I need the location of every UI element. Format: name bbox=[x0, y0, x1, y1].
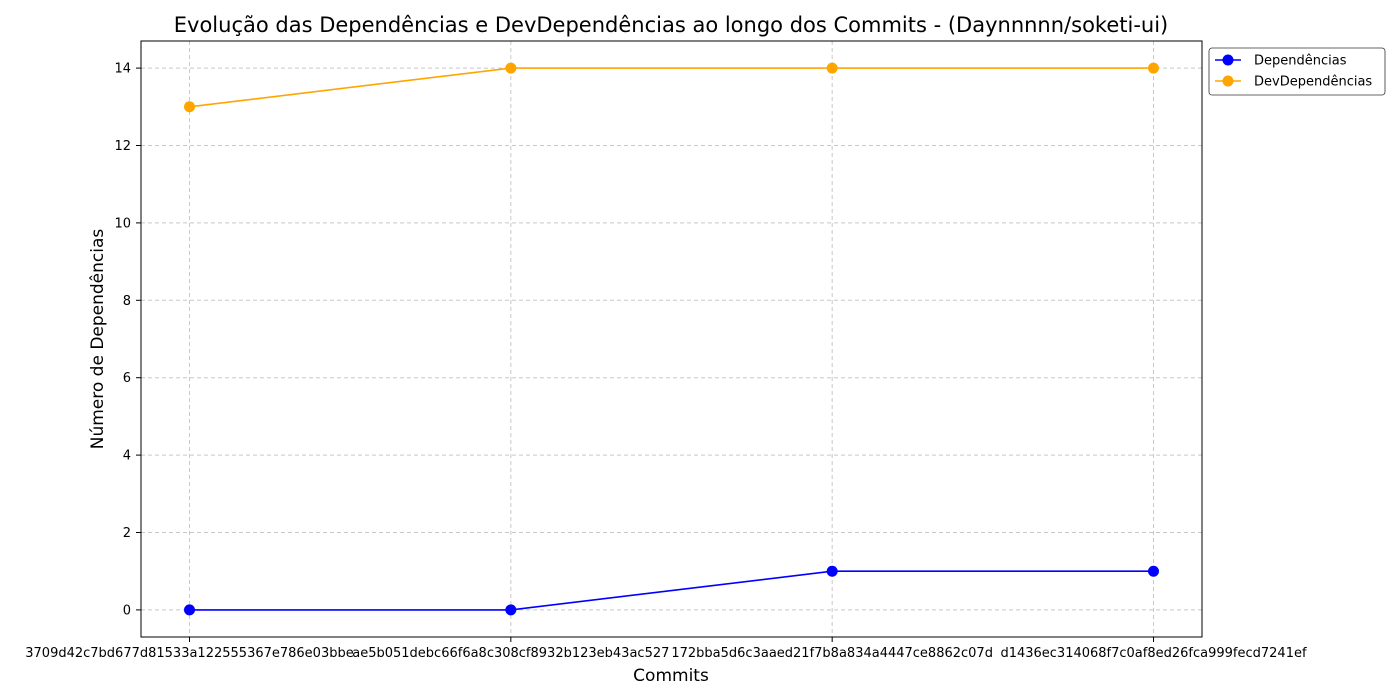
plot-area bbox=[140, 40, 1203, 638]
y-axis: 0 2 4 6 8 10 12 14 bbox=[114, 62, 141, 618]
legend: Dependências DevDependências bbox=[1208, 47, 1386, 96]
x-tick-label: d1436ec314068f7c0af8ed26fca999fecd7241ef bbox=[1000, 646, 1307, 661]
y-axis-label: Número de Dependências bbox=[88, 229, 108, 450]
legend-label: DevDependências bbox=[1254, 75, 1372, 90]
data-point bbox=[505, 604, 517, 616]
series-line bbox=[189, 67, 1154, 108]
y-tick-label: 14 bbox=[114, 62, 131, 77]
x-axis: 3709d42c7bd677d81533a122555367e786e03bbe… bbox=[25, 637, 1307, 661]
legend-label: Dependências bbox=[1254, 54, 1347, 69]
data-point bbox=[184, 604, 195, 616]
y-tick-label: 4 bbox=[123, 449, 131, 464]
data-point bbox=[826, 565, 838, 577]
legend-box bbox=[1208, 47, 1386, 96]
data-point bbox=[184, 101, 195, 113]
data-point bbox=[505, 62, 517, 74]
legend-marker bbox=[1222, 54, 1234, 66]
y-tick-label: 2 bbox=[123, 526, 131, 541]
x-tick-label: 172bba5d6c3aaed21f7b8a834a4447ce8862c07d bbox=[671, 646, 993, 661]
data-point bbox=[1148, 565, 1159, 577]
y-tick-label: 0 bbox=[123, 603, 131, 618]
legend-marker bbox=[1222, 75, 1234, 87]
y-tick-label: 8 bbox=[123, 294, 131, 309]
y-tick-label: 10 bbox=[114, 216, 131, 231]
y-tick-label: 6 bbox=[123, 371, 131, 386]
chart-title: Evolução das Dependências e DevDependênc… bbox=[174, 13, 1169, 37]
data-point bbox=[1148, 62, 1159, 74]
grid bbox=[141, 41, 1202, 637]
x-tick-label: ae5b051debc66f6a8c308cf8932b123eb43ac527 bbox=[352, 646, 669, 661]
series-line bbox=[189, 570, 1154, 611]
y-tick-label: 12 bbox=[114, 139, 131, 154]
x-axis-label: Commits bbox=[633, 666, 709, 686]
x-tick-label: 3709d42c7bd677d81533a122555367e786e03bbe bbox=[25, 646, 353, 661]
data-point bbox=[826, 62, 838, 74]
series bbox=[184, 62, 1159, 616]
